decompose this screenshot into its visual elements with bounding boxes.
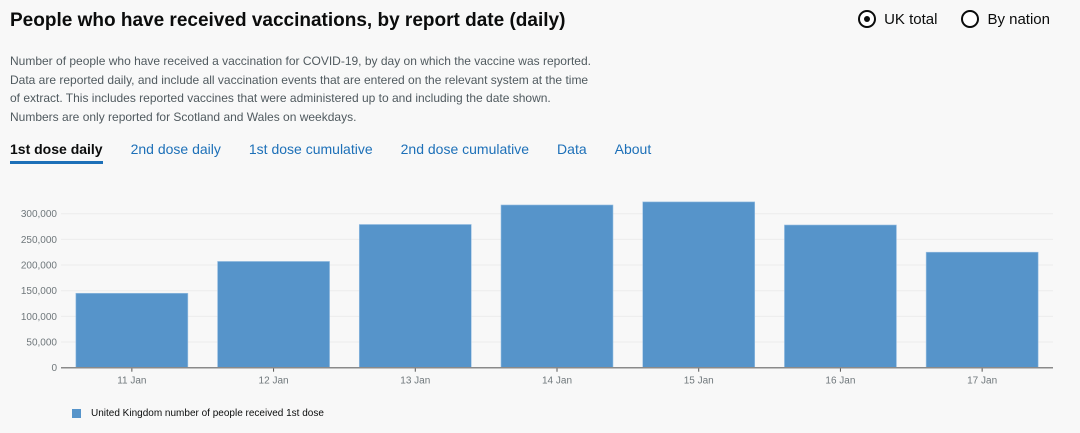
tab-1st-dose-cumulative[interactable]: 1st dose cumulative [248, 141, 373, 157]
tab-about[interactable]: About [614, 141, 652, 157]
radio-selected-icon[interactable] [858, 10, 877, 28]
bar [500, 204, 614, 369]
bar [925, 251, 1039, 369]
radio-label: By nation [987, 10, 1050, 28]
description-line: of extract. This includes reported vacci… [10, 91, 551, 105]
y-tick-label: 250,000 [21, 235, 58, 246]
y-tick-label: 100,000 [21, 312, 58, 323]
legend-swatch [72, 409, 81, 418]
legend-label: United Kingdom number of people received… [91, 408, 324, 419]
x-tick-label: 17 Jan [967, 376, 997, 387]
y-tick-label: 50,000 [26, 338, 57, 349]
x-tick-label: 11 Jan [117, 376, 146, 387]
x-tick-label: 16 Jan [825, 376, 855, 387]
x-tick-label: 13 Jan [400, 376, 430, 387]
y-tick-label: 0 [51, 363, 57, 374]
view-radio-group: UK total By nation [858, 10, 1050, 28]
radio-by-nation[interactable]: By nation [961, 10, 1050, 28]
tab-2nd-dose-daily[interactable]: 2nd dose daily [130, 141, 221, 157]
tab-bar: 1st dose daily 2nd dose daily 1st dose c… [10, 141, 651, 164]
legend: United Kingdom number of people received… [72, 408, 324, 419]
bar [784, 224, 897, 368]
y-tick-label: 150,000 [21, 286, 58, 297]
x-tick-label: 14 Jan [542, 376, 572, 387]
description: Number of people who have received a vac… [10, 52, 591, 126]
tab-1st-dose-daily[interactable]: 1st dose daily [10, 141, 103, 164]
page-title: People who have received vaccinations, b… [10, 10, 566, 31]
bar-chart: 0 50,000 100,000 150,000 200,000 250,000 300,0… [21, 201, 1053, 387]
tab-2nd-dose-cumulative[interactable]: 2nd dose cumulative [400, 141, 530, 157]
description-line: Number of people who have received a vac… [10, 54, 591, 68]
radio-uk-total[interactable]: UK total [858, 10, 937, 28]
tab-data[interactable]: Data [557, 141, 587, 157]
bar [642, 201, 756, 369]
bar [75, 292, 189, 369]
x-tick-label: 15 Jan [684, 376, 714, 387]
description-line: Numbers are only reported for Scotland a… [10, 109, 357, 124]
x-tick-label: 12 Jan [259, 376, 289, 387]
radio-label: UK total [884, 10, 938, 28]
bar [358, 224, 472, 369]
y-tick-label: 200,000 [21, 261, 58, 272]
y-tick-label: 300,000 [21, 209, 58, 220]
radio-unselected-icon[interactable] [961, 10, 980, 28]
description-line: Data are reported daily, and include all… [10, 72, 589, 87]
bar [217, 261, 330, 369]
